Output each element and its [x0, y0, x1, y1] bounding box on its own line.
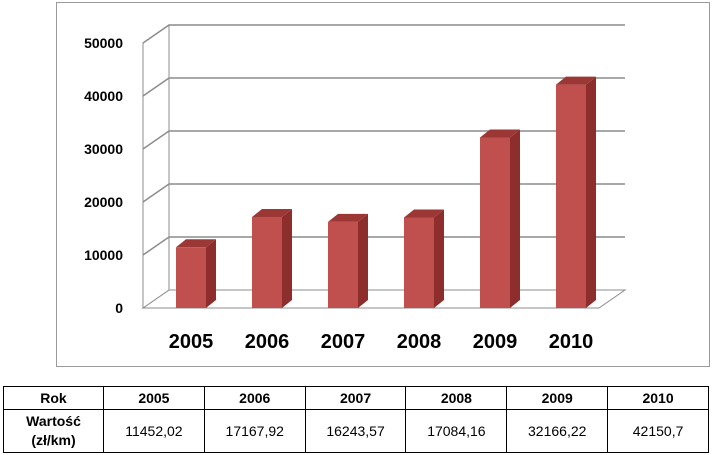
table-value-row: Wartość (zł/km) 11452,02 17167,92 16243,… [3, 409, 709, 453]
data-table: Rok 2005 2006 2007 2008 2009 2010 Wartoś… [3, 386, 709, 453]
bar-side [206, 239, 216, 308]
bar-side [358, 213, 368, 308]
header-year-cell: 2005 [103, 386, 205, 410]
y-tick-label: 40000 [84, 88, 123, 104]
value-label-line2: (zł/km) [31, 432, 76, 448]
table-header-row: Rok 2005 2006 2007 2008 2009 2010 [3, 386, 709, 410]
value-cell: 42150,7 [607, 409, 709, 453]
bar-top [176, 239, 216, 248]
value-label-line1: Wartość [26, 413, 81, 429]
bar-top [252, 209, 292, 218]
value-cell: 32166,22 [506, 409, 609, 453]
chart-side-wall [142, 24, 170, 309]
bar [252, 217, 282, 308]
value-label-cell: Wartość (zł/km) [3, 409, 104, 453]
gridline [142, 24, 625, 44]
y-tick-label: 30000 [84, 141, 123, 157]
bar [480, 137, 510, 308]
x-tick-label: 2006 [245, 331, 290, 353]
value-cell: 17167,92 [203, 409, 306, 453]
bar [556, 84, 586, 308]
header-year-cell: 2008 [405, 386, 508, 410]
bar-top [404, 209, 444, 218]
header-year-cell: 2009 [506, 386, 609, 410]
header-year-cell: 2007 [304, 386, 407, 410]
bar-top [480, 129, 520, 138]
x-tick-label: 2010 [549, 331, 594, 353]
header-year-cell: 2010 [607, 386, 709, 410]
bar-side [510, 129, 520, 308]
bar-top [328, 213, 368, 222]
y-tick-label: 10000 [84, 247, 123, 263]
x-tick-label: 2008 [397, 331, 442, 353]
x-tick-label: 2009 [473, 331, 518, 353]
header-year-cell: 2006 [203, 386, 306, 410]
y-tick-label: 20000 [84, 194, 123, 210]
bar [328, 221, 358, 308]
header-label-cell: Rok [3, 386, 104, 410]
bar-side [434, 209, 444, 308]
y-tick-label: 50000 [84, 35, 123, 51]
chart-frame: 0 10000 20000 30000 40000 50000 2005 2006 2007 20… [56, 2, 710, 367]
bar-side [586, 76, 596, 308]
x-tick-label: 2007 [321, 331, 366, 353]
bar [176, 247, 206, 308]
gridline [142, 77, 625, 97]
value-cell: 11452,02 [103, 409, 205, 453]
value-cell: 17084,16 [405, 409, 508, 453]
gridline [142, 183, 625, 203]
x-tick-label: 2005 [169, 331, 214, 353]
gridline [142, 130, 625, 150]
value-cell: 16243,57 [304, 409, 407, 453]
bar [404, 217, 434, 308]
gridline [142, 236, 625, 256]
bar-side [282, 209, 292, 308]
bar-chart: 0 10000 20000 30000 40000 50000 2005 2006 2007 20… [84, 24, 627, 353]
y-tick-label: 0 [115, 300, 123, 316]
bar-top [556, 76, 596, 85]
